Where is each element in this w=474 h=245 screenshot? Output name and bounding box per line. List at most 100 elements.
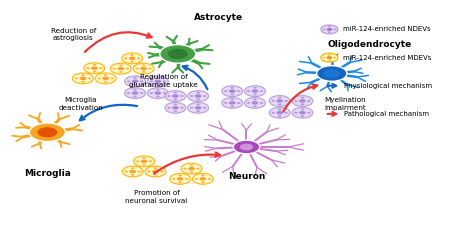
Circle shape: [126, 68, 129, 70]
Circle shape: [294, 112, 298, 114]
Circle shape: [247, 102, 250, 104]
Circle shape: [224, 90, 228, 92]
Circle shape: [327, 28, 332, 31]
Circle shape: [299, 99, 306, 103]
Circle shape: [192, 173, 213, 184]
Circle shape: [131, 174, 135, 176]
Circle shape: [200, 177, 206, 181]
Circle shape: [118, 67, 124, 70]
Circle shape: [140, 80, 143, 82]
Circle shape: [269, 107, 290, 118]
Circle shape: [195, 178, 198, 180]
Circle shape: [73, 73, 93, 84]
Circle shape: [99, 67, 102, 69]
Circle shape: [104, 81, 108, 83]
Circle shape: [155, 80, 161, 83]
Circle shape: [133, 84, 137, 86]
Text: Physiological mechanism: Physiological mechanism: [344, 83, 432, 89]
Circle shape: [284, 112, 288, 114]
Circle shape: [172, 94, 179, 98]
Circle shape: [333, 57, 336, 58]
Circle shape: [230, 99, 234, 100]
Circle shape: [253, 87, 257, 89]
Circle shape: [156, 89, 160, 91]
Circle shape: [124, 58, 128, 59]
Circle shape: [190, 171, 193, 173]
Circle shape: [29, 123, 65, 142]
Circle shape: [160, 45, 196, 63]
Circle shape: [80, 77, 86, 80]
Circle shape: [237, 102, 240, 104]
Circle shape: [170, 173, 191, 184]
Circle shape: [132, 80, 138, 83]
Circle shape: [137, 58, 140, 59]
Circle shape: [269, 96, 290, 106]
Circle shape: [247, 90, 250, 92]
Circle shape: [110, 63, 131, 74]
Text: Astrocyte: Astrocyte: [193, 13, 243, 22]
Circle shape: [323, 69, 340, 78]
Circle shape: [132, 91, 138, 95]
Circle shape: [188, 102, 209, 113]
Circle shape: [196, 98, 200, 100]
Circle shape: [188, 167, 195, 170]
Circle shape: [208, 178, 211, 180]
Circle shape: [156, 96, 160, 97]
Circle shape: [88, 77, 91, 79]
Circle shape: [317, 66, 347, 81]
Circle shape: [203, 95, 206, 97]
Circle shape: [178, 181, 182, 183]
Circle shape: [321, 53, 338, 62]
Circle shape: [92, 64, 96, 66]
Circle shape: [149, 160, 152, 162]
Circle shape: [113, 68, 116, 70]
Circle shape: [122, 53, 143, 64]
Circle shape: [253, 94, 257, 95]
Circle shape: [178, 175, 182, 176]
Circle shape: [173, 98, 177, 100]
Circle shape: [321, 25, 338, 34]
Circle shape: [278, 103, 282, 105]
Circle shape: [165, 102, 186, 113]
Circle shape: [125, 171, 128, 172]
Circle shape: [323, 57, 326, 58]
Circle shape: [142, 157, 146, 159]
Circle shape: [327, 56, 332, 59]
Circle shape: [137, 171, 141, 172]
Circle shape: [75, 77, 78, 79]
Circle shape: [196, 104, 200, 105]
Circle shape: [328, 54, 331, 56]
Text: Promotion of
neuronal survival: Promotion of neuronal survival: [125, 190, 188, 204]
Circle shape: [272, 100, 275, 102]
Circle shape: [180, 95, 183, 97]
Circle shape: [328, 31, 331, 33]
Circle shape: [181, 163, 202, 174]
Text: Myelination
impairment: Myelination impairment: [325, 97, 366, 111]
Circle shape: [328, 26, 331, 27]
Circle shape: [150, 92, 153, 94]
Circle shape: [301, 103, 304, 105]
Circle shape: [130, 54, 134, 56]
Circle shape: [133, 63, 154, 74]
Circle shape: [127, 92, 130, 94]
Circle shape: [301, 109, 304, 110]
Text: Regulation of
gluatamate uptake: Regulation of gluatamate uptake: [129, 74, 198, 88]
Circle shape: [136, 68, 139, 70]
Circle shape: [253, 105, 257, 107]
Circle shape: [119, 71, 123, 73]
Circle shape: [237, 90, 240, 92]
Circle shape: [196, 110, 200, 112]
Circle shape: [229, 89, 236, 93]
Circle shape: [172, 178, 175, 180]
Circle shape: [167, 107, 171, 109]
Circle shape: [245, 98, 265, 108]
Text: Reduction of
astrogliosis: Reduction of astrogliosis: [51, 27, 96, 41]
Circle shape: [222, 98, 243, 108]
Circle shape: [145, 166, 166, 177]
Circle shape: [307, 112, 310, 114]
Circle shape: [119, 64, 123, 66]
Circle shape: [147, 76, 168, 87]
Circle shape: [167, 95, 171, 97]
Circle shape: [92, 71, 96, 73]
Circle shape: [142, 71, 146, 73]
